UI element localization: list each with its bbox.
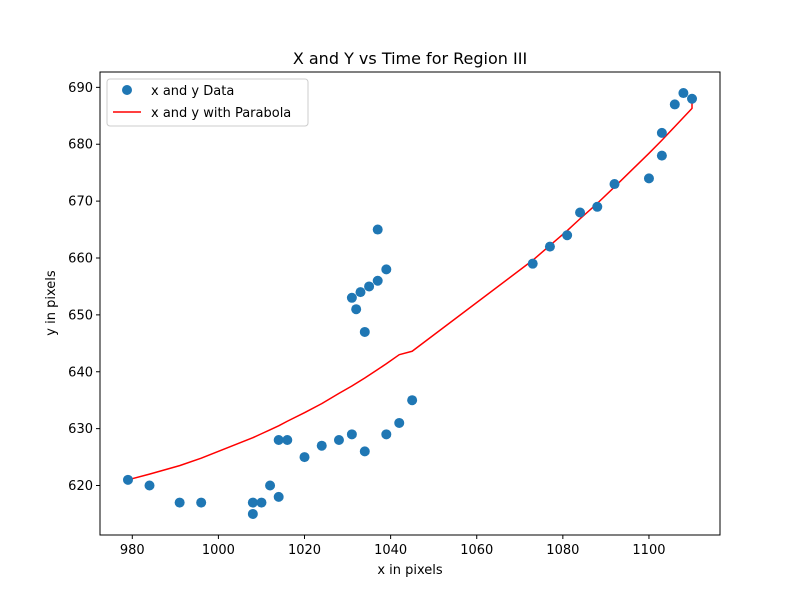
y-tick-label: 690 [68, 81, 93, 96]
data-point [247, 497, 258, 508]
data-point [359, 446, 370, 457]
data-point [544, 241, 555, 252]
data-point [381, 429, 392, 440]
data-point [656, 150, 667, 161]
y-tick-label: 640 [68, 365, 93, 380]
data-point [643, 173, 654, 184]
data-point [346, 429, 357, 440]
x-tick-label: 980 [120, 543, 145, 558]
legend-label-parabola: x and y with Parabola [151, 106, 291, 121]
data-point [174, 497, 185, 508]
data-point [687, 93, 698, 104]
data-point [282, 435, 293, 446]
y-tick-label: 620 [68, 479, 93, 494]
data-point [669, 99, 680, 110]
data-point [575, 207, 586, 218]
chart-title: X and Y vs Time for Region III [293, 49, 527, 68]
data-point [355, 287, 366, 298]
legend-scatter-marker [122, 85, 132, 95]
legend: x and y Data x and y with Parabola [106, 78, 309, 127]
x-tick-label: 1080 [546, 543, 579, 558]
y-tick-label: 680 [68, 138, 93, 153]
x-tick-label: 1060 [460, 543, 493, 558]
data-point [144, 480, 155, 491]
data-point [265, 480, 276, 491]
axes-frame [99, 71, 721, 536]
data-point [346, 292, 357, 303]
y-tick-label: 660 [68, 251, 93, 266]
data-point [273, 491, 284, 502]
data-point [678, 88, 689, 99]
data-point [656, 127, 667, 138]
data-point [381, 264, 392, 275]
y-axis-label: y in pixels [44, 270, 59, 336]
x-tick-label: 1100 [632, 543, 665, 558]
data-point [333, 435, 344, 446]
y-tick-label: 670 [68, 195, 93, 210]
data-point [273, 435, 284, 446]
data-point [394, 417, 405, 428]
data-point [372, 224, 383, 235]
data-point [247, 508, 258, 519]
data-point [122, 474, 133, 485]
data-point [407, 395, 418, 406]
legend-label-data: x and y Data [151, 84, 234, 99]
legend-box [106, 78, 309, 127]
plot-area: 980 1000 1020 1040 1060 1080 1100 620 630 640 650 6… [68, 71, 721, 558]
data-point [364, 281, 375, 292]
parabola-fit-line [127, 97, 693, 481]
data-point [299, 452, 310, 463]
x-tick-label: 1000 [202, 543, 235, 558]
data-point [609, 179, 620, 190]
data-point [527, 258, 538, 269]
data-point [562, 230, 573, 241]
y-tick-label: 650 [68, 308, 93, 323]
data-point [316, 440, 327, 451]
data-point [196, 497, 207, 508]
data-point [359, 326, 370, 337]
x-tick-label: 1040 [374, 543, 407, 558]
data-point [372, 275, 383, 286]
data-point [256, 497, 267, 508]
x-tick-label: 1020 [288, 543, 321, 558]
y-tick-label: 630 [68, 422, 93, 437]
data-point [351, 304, 362, 315]
x-axis-label: x in pixels [377, 563, 443, 578]
data-point [592, 201, 603, 212]
